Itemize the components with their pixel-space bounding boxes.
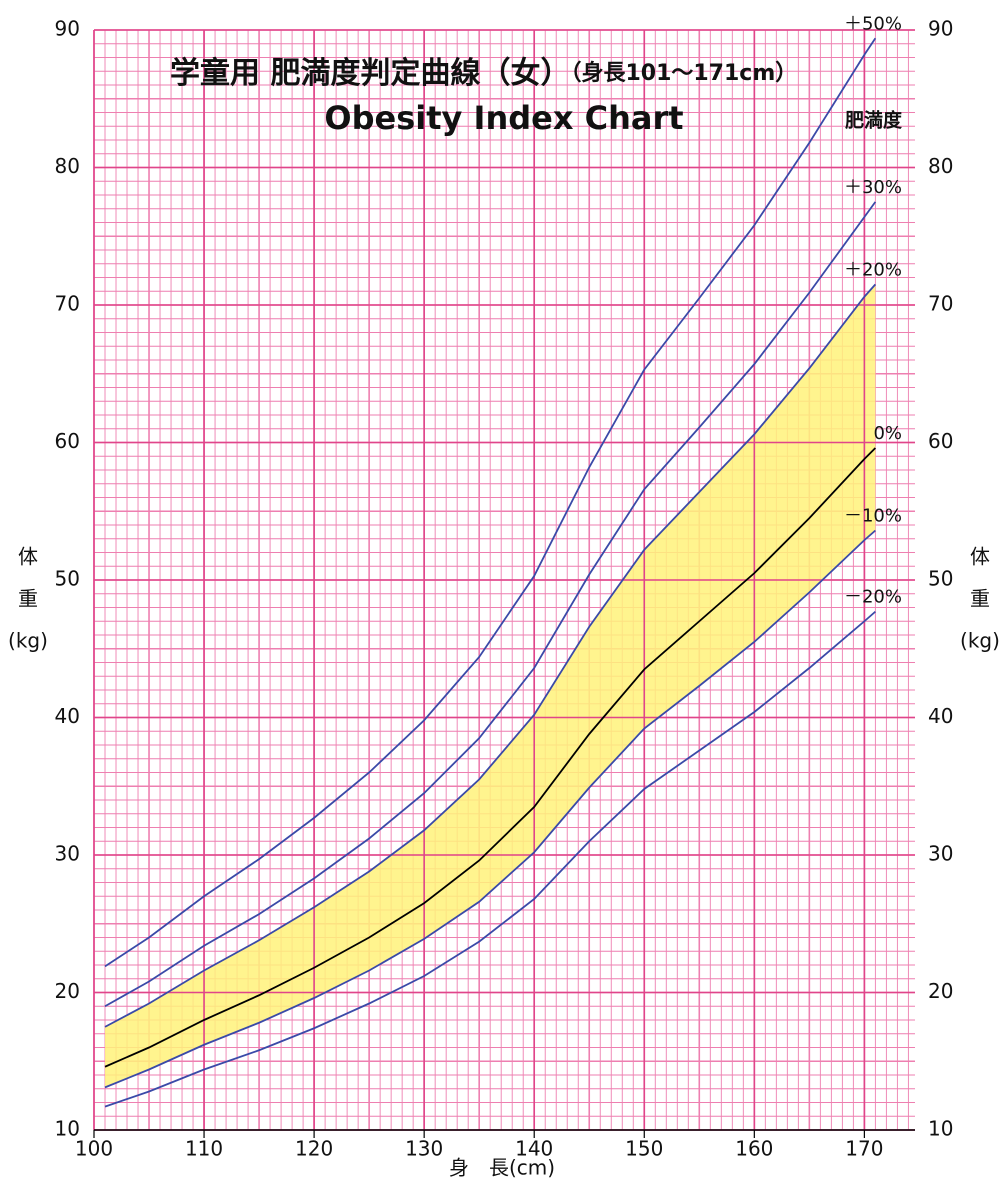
x-tick-label: 120 <box>295 1137 333 1161</box>
y-axis-label: (kg) <box>8 629 48 653</box>
y2-tick-label: 30 <box>928 842 953 866</box>
y-tick-label: 30 <box>55 842 80 866</box>
y-axis-label: 体 <box>18 545 38 569</box>
y-tick-label: 70 <box>55 292 80 316</box>
x-tick-label: 160 <box>735 1137 773 1161</box>
series-label: ＋30% <box>844 177 902 198</box>
series-line <box>104 529 876 1089</box>
chart-title-main: 学童用 肥満度判定曲線（女） <box>170 56 570 91</box>
series-line <box>104 610 876 1108</box>
x-tick-label: 140 <box>515 1137 553 1161</box>
series-group-label: 肥満度 <box>845 109 903 132</box>
x-tick-label: 150 <box>625 1137 663 1161</box>
y-tick-label: 50 <box>55 567 80 591</box>
y-tick-label: 60 <box>55 429 80 453</box>
series-label: －20% <box>844 587 902 608</box>
band-area <box>105 284 876 1088</box>
series-line <box>104 447 877 1068</box>
y2-axis-label: 体 <box>970 545 990 569</box>
chart-title-note: （身長101～171cm） <box>570 60 797 86</box>
x-tick-label: 100 <box>75 1137 113 1161</box>
series-line <box>104 37 877 968</box>
series-label: ＋20% <box>844 259 902 280</box>
chart-subtitle: Obesity Index Chart <box>324 99 683 137</box>
x-tick-label: 110 <box>185 1137 223 1161</box>
series-label: ＋50% <box>844 13 902 34</box>
y2-tick-label: 50 <box>928 567 953 591</box>
x-axis-label: 身 長(cm) <box>449 1156 555 1180</box>
y2-tick-label: 10 <box>928 1117 953 1141</box>
series-line <box>104 283 877 1028</box>
y-tick-label: 80 <box>55 154 80 178</box>
y2-axis-label: (kg) <box>960 629 1000 653</box>
series-label: －10% <box>844 506 902 527</box>
y2-tick-label: 90 <box>928 17 953 41</box>
y2-tick-label: 80 <box>928 154 953 178</box>
y-tick-label: 10 <box>55 1117 80 1141</box>
x-tick-label: 170 <box>845 1137 883 1161</box>
y2-tick-label: 60 <box>928 429 953 453</box>
series-line <box>104 201 877 1008</box>
y-tick-label: 20 <box>55 979 80 1003</box>
y2-tick-label: 70 <box>928 292 953 316</box>
chart-title: 学童用 肥満度判定曲線（女）（身長101～171cm） <box>170 56 797 91</box>
series-label: 0% <box>873 423 902 444</box>
y-tick-label: 90 <box>55 17 80 41</box>
y-tick-label: 40 <box>55 704 80 728</box>
y2-axis-label: 重 <box>970 587 990 611</box>
y2-tick-label: 40 <box>928 704 953 728</box>
y-axis-label: 重 <box>18 587 38 611</box>
y2-tick-label: 20 <box>928 979 953 1003</box>
x-tick-label: 130 <box>405 1137 443 1161</box>
